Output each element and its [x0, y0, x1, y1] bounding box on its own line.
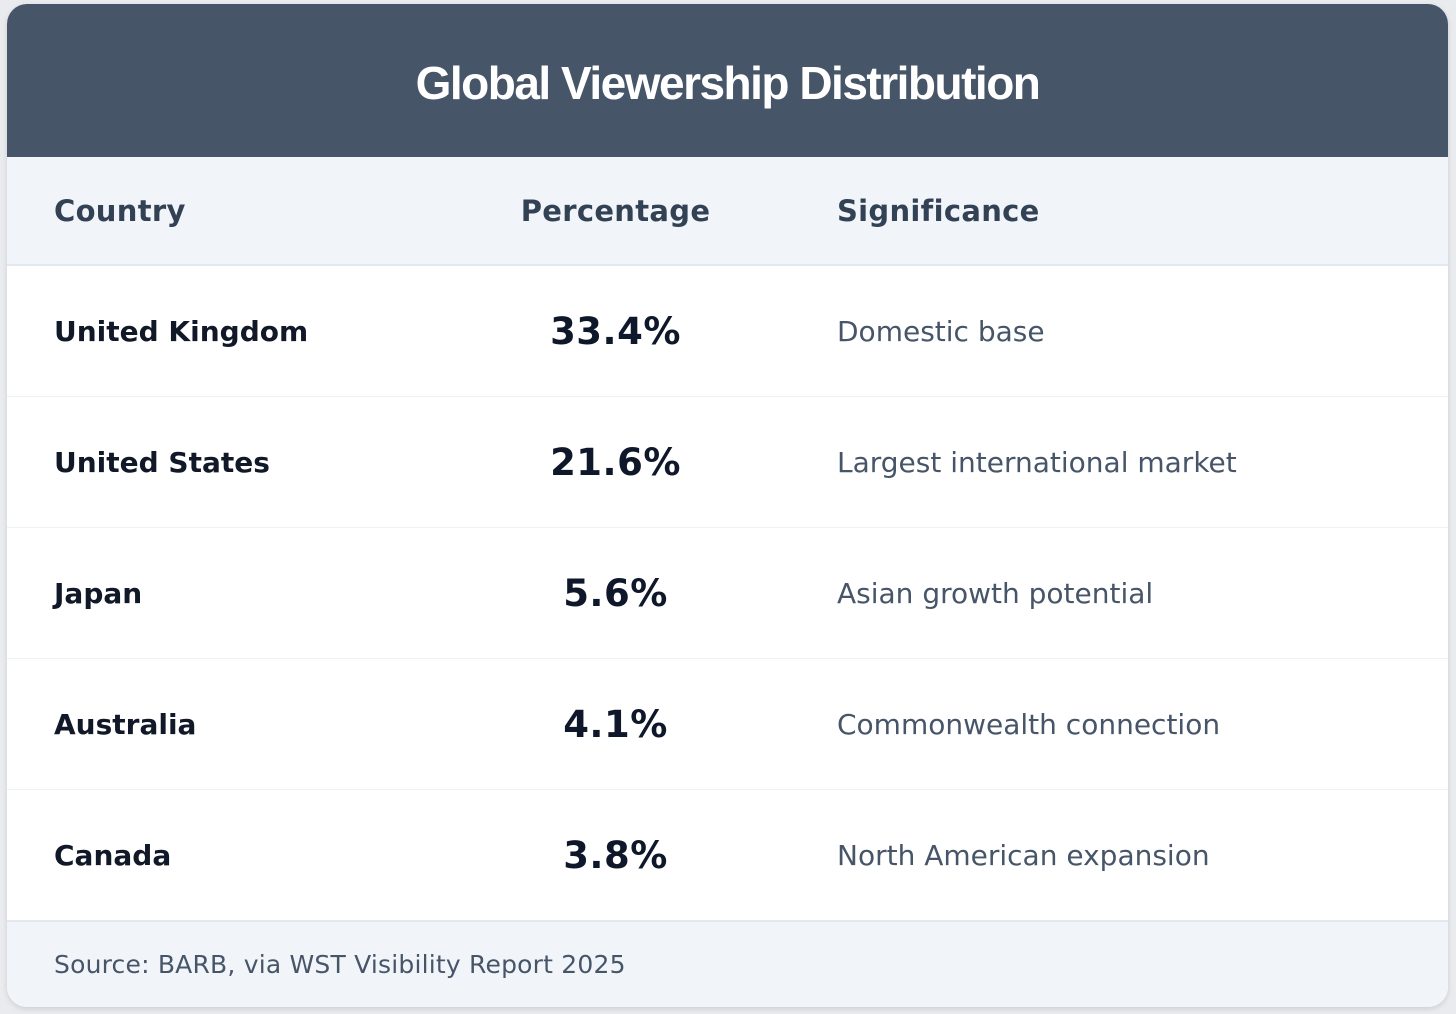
table-title: Global Viewership Distribution: [415, 56, 1041, 109]
header-percentage: Percentage: [520, 193, 711, 228]
percentage-cell: 4.1%: [563, 702, 668, 746]
percentage-cell: 33.4%: [550, 309, 681, 353]
table-row: United Kingdom 33.4% Domestic base: [7, 266, 1448, 397]
country-cell: United States: [54, 445, 270, 479]
table-footer: Source: BARB, via WST Visibility Report …: [7, 920, 1448, 1007]
country-cell: Australia: [54, 707, 197, 741]
table-row: Japan 5.6% Asian growth potential: [7, 528, 1448, 659]
significance-cell: North American expansion: [837, 838, 1210, 872]
viewership-table-card: Global Viewership Distribution Country P…: [7, 4, 1448, 1007]
percentage-cell: 21.6%: [550, 440, 681, 484]
percentage-cell: 3.8%: [563, 833, 668, 877]
country-cell: United Kingdom: [54, 314, 309, 348]
significance-cell: Largest international market: [837, 445, 1237, 479]
source-note: Source: BARB, via WST Visibility Report …: [54, 950, 626, 979]
significance-cell: Domestic base: [837, 314, 1045, 348]
significance-cell: Commonwealth connection: [837, 707, 1221, 741]
significance-cell: Asian growth potential: [837, 576, 1154, 610]
country-cell: Japan: [54, 576, 143, 610]
header-significance: Significance: [837, 193, 1040, 228]
table-row: Australia 4.1% Commonwealth connection: [7, 659, 1448, 790]
country-cell: Canada: [54, 838, 172, 872]
table-row: Canada 3.8% North American expansion: [7, 790, 1448, 921]
table-header-row: Country Percentage Significance: [7, 157, 1448, 266]
title-bar: Global Viewership Distribution: [7, 4, 1448, 157]
percentage-cell: 5.6%: [563, 571, 668, 615]
header-country: Country: [54, 193, 186, 228]
table-row: United States 21.6% Largest internationa…: [7, 397, 1448, 528]
